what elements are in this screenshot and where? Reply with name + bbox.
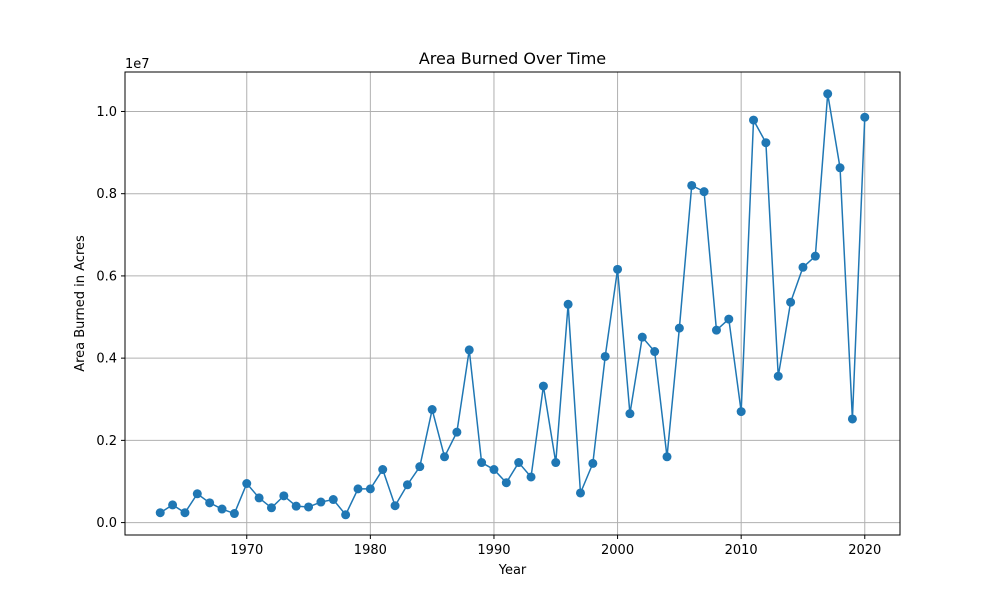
data-point [316,497,326,507]
data-point [254,493,264,503]
y-axis: 0.0 0.2 0.4 0.6 0.8 1.0 [96,105,125,531]
data-point [304,502,314,512]
data-point [625,409,635,419]
data-point [674,323,684,333]
data-point [489,465,499,475]
data-point [168,500,178,510]
data-point [192,489,202,499]
data-point [155,508,165,518]
data-point [390,501,400,511]
data-point [180,508,190,518]
series-line [159,93,866,516]
x-tick-label: 2020 [848,543,881,558]
x-tick-label: 1970 [230,543,263,558]
data-point [427,405,437,415]
x-axis: 1970 1980 1990 2000 2010 2020 [230,535,881,558]
data-point [378,465,388,475]
data-point [835,163,845,173]
data-point [860,112,870,122]
data-point [328,495,338,505]
x-tick-label: 2000 [601,543,634,558]
y-axis-label: Area Burned in Acres [73,235,88,372]
data-point [291,501,301,511]
data-point [711,325,721,335]
y-tick-label: 0.6 [96,269,117,284]
plot-frame [124,71,901,536]
data-point [402,480,412,490]
data-point [699,187,709,197]
data-point [415,462,425,472]
data-point [501,478,511,488]
y-tick-label: 0.4 [96,352,117,367]
y-tick-label: 0.0 [96,516,117,531]
series-layer [155,89,870,520]
data-point [613,264,623,274]
data-point [773,371,783,381]
data-point [526,472,536,482]
data-point [217,504,227,514]
x-tick-label: 1990 [477,543,510,558]
data-point [761,138,771,148]
data-point [353,484,363,494]
data-point [563,299,573,309]
data-point [514,458,524,468]
data-point [279,491,289,501]
data-point [847,414,857,424]
data-point [229,509,239,519]
x-tick-label: 1980 [354,543,387,558]
data-point [662,452,672,462]
x-tick-label: 2010 [725,543,758,558]
data-point [724,314,734,324]
data-point [464,345,474,355]
y-axis-offset-label: 1e7 [125,57,150,72]
data-point [440,452,450,462]
y-tick-label: 1.0 [96,105,117,120]
data-point [823,89,833,99]
data-point [242,479,252,489]
data-point [749,115,759,125]
data-point [650,347,660,357]
data-point [575,488,585,498]
data-point [341,510,351,520]
data-point [266,503,276,513]
data-point [810,251,820,261]
data-point [736,407,746,417]
data-point [786,297,796,307]
chart-title: Area Burned Over Time [419,49,606,68]
data-point [600,351,610,361]
data-point [588,458,598,468]
data-point [452,427,462,437]
y-tick-label: 0.8 [96,187,117,202]
data-point [687,180,697,190]
data-point [551,458,561,468]
data-point [365,484,375,494]
y-tick-label: 0.2 [96,434,117,449]
grid [125,72,900,535]
data-point [205,498,215,508]
data-point [538,381,548,391]
x-axis-label: Year [498,563,527,578]
data-point [637,332,647,342]
data-point [798,262,808,272]
data-point [477,458,487,468]
